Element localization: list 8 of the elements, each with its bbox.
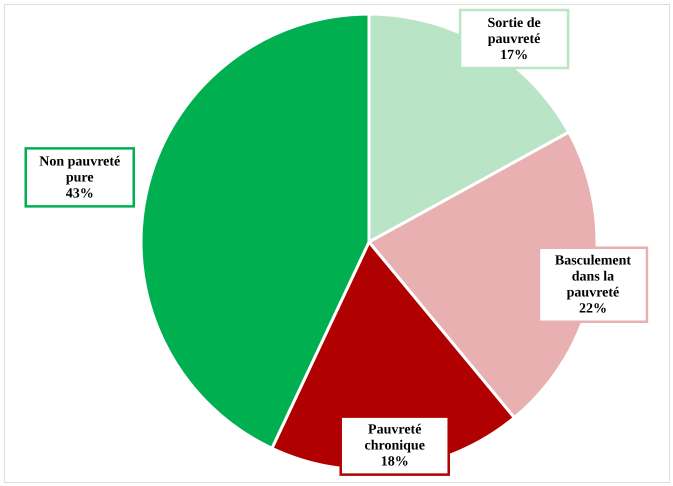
data-label: 18% (380, 454, 409, 470)
slice-label: Sortie de pauvreté (487, 16, 541, 47)
data-label: 22% (578, 302, 607, 317)
data-label: 17% (500, 48, 528, 63)
data-label: 43% (66, 186, 94, 202)
slice-label: Basculement dans la pauvreté (554, 254, 632, 301)
slice-label: Non pauvreté pure (39, 154, 120, 186)
slice-label: Pauvreté chronique (364, 422, 425, 454)
